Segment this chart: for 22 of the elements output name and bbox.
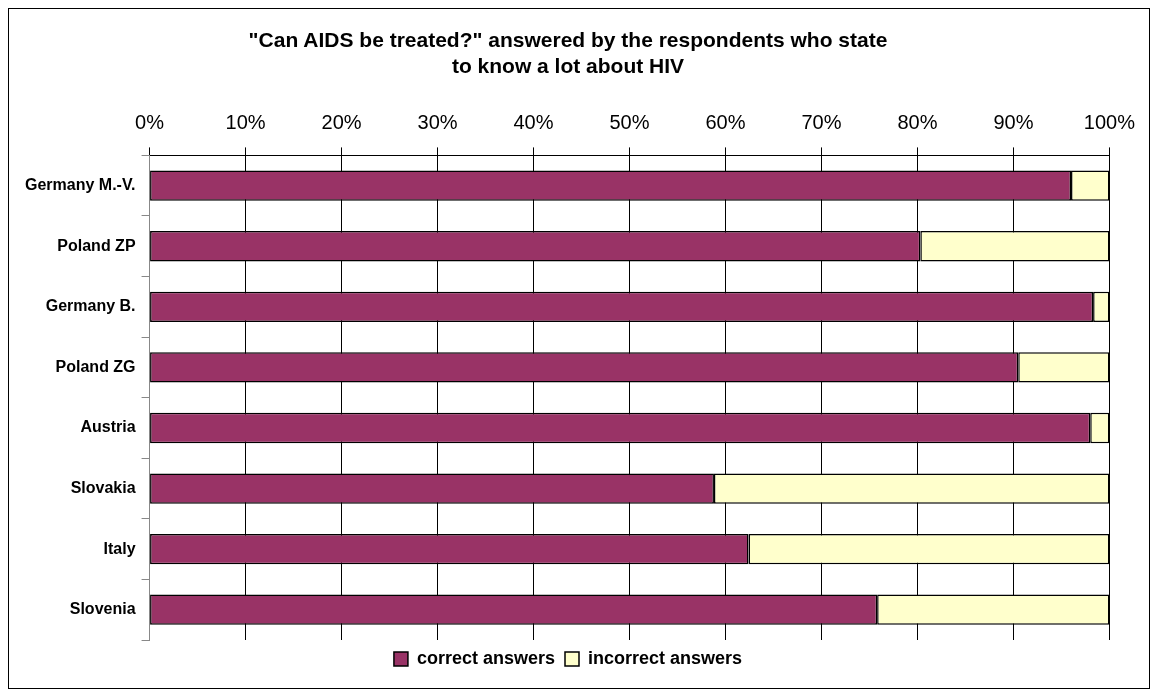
x-tick-label: 70% (801, 110, 842, 133)
x-tick-label: 10% (225, 110, 266, 133)
x-tick-label: 20% (321, 110, 362, 133)
y-tick-label: Germany B. (45, 297, 136, 315)
x-tick-label: 90% (993, 110, 1034, 133)
y-tick-label: Poland ZP (57, 236, 136, 254)
x-tick-label: 80% (897, 110, 938, 133)
y-tick-label: Italy (103, 539, 136, 557)
x-tick-label: 100% (1083, 110, 1136, 133)
y-tick-label: Germany M.-V. (25, 176, 136, 194)
y-tick-label: Slovakia (70, 478, 136, 496)
x-tick-label: 0% (135, 110, 165, 133)
x-tick-label: 50% (609, 110, 650, 133)
y-tick-label: Poland ZG (55, 357, 136, 375)
legend-label: correct answers (416, 647, 555, 668)
chart-title: "Can AIDS be treated?" answered by the respondents who state to know a lot about HIV (248, 28, 888, 77)
legend-label: incorrect answers (588, 647, 743, 668)
x-tick-label: 60% (705, 110, 746, 133)
x-tick-label: 30% (417, 110, 458, 133)
x-tick-label: 40% (513, 110, 554, 133)
y-tick-label: Slovenia (69, 600, 136, 618)
y-tick-label: Austria (80, 418, 136, 436)
